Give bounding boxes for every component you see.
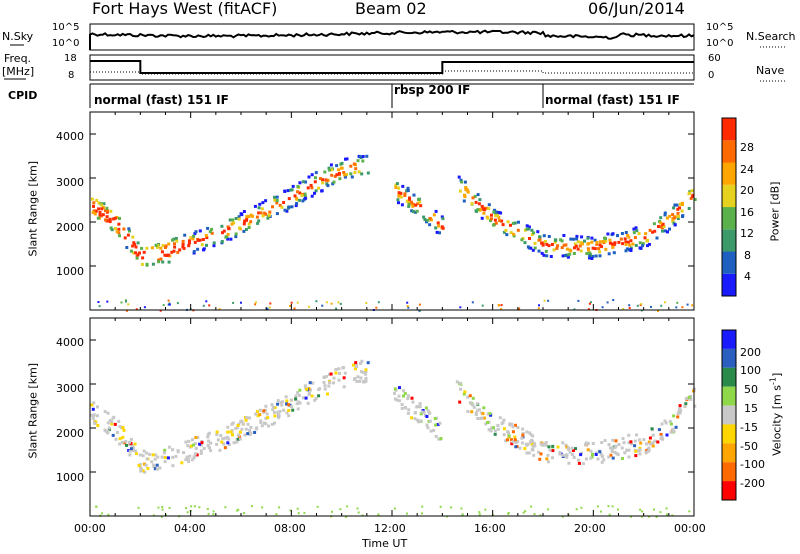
velocity-colorbar-segment-7 bbox=[722, 462, 736, 482]
station-title: Fort Hays West (fitACF) bbox=[92, 0, 278, 18]
velocity-cbar-tick-m50: -50 bbox=[740, 440, 758, 453]
freq-left-tick-top: 18 bbox=[64, 53, 77, 64]
power-colorbar-frame bbox=[721, 117, 737, 297]
noise-right-tick-bottom: 10^0 bbox=[706, 38, 734, 49]
cpid-mode-2: rbsp 200 IF bbox=[394, 83, 471, 97]
velocity-colorbar-segment-6 bbox=[722, 443, 736, 463]
velocity-cbar-tick-100: 100 bbox=[740, 364, 761, 377]
date-title: 06/Jun/2014 bbox=[588, 0, 685, 18]
power-colorbar-segment-2 bbox=[722, 229, 736, 252]
power-ytick-4000: 4000 bbox=[56, 130, 84, 143]
velocity-colorbar-segment-2 bbox=[722, 367, 736, 387]
velocity-colorbar-frame bbox=[721, 329, 737, 501]
velocity-colorbar-segment-4 bbox=[722, 405, 736, 425]
xtick-1600: 16:00 bbox=[474, 522, 506, 535]
power-panel-scatter bbox=[90, 154, 697, 312]
velocity-panel-bg bbox=[90, 318, 694, 516]
velocity-colorbar-segment-5 bbox=[722, 424, 736, 444]
power-colorbar-segment-4 bbox=[722, 184, 736, 208]
noise-right-tick-top: 10^5 bbox=[706, 22, 734, 33]
velocity-cbar-tick-m15: -15 bbox=[740, 421, 758, 434]
velocity-colorbar-segment-0 bbox=[722, 330, 736, 349]
power-colorbar-segment-0 bbox=[722, 273, 736, 297]
power-colorbar-segment-1 bbox=[722, 251, 736, 274]
power-cbar-tick-4: 4 bbox=[744, 270, 751, 283]
velocity-colorbar-segment-1 bbox=[722, 348, 736, 368]
power-ytick-2000: 2000 bbox=[56, 221, 84, 234]
velocity-ytick-4000: 4000 bbox=[56, 336, 84, 349]
freq-left-tick-bottom: 8 bbox=[68, 70, 75, 81]
xtick-0000: 00:00 bbox=[74, 522, 106, 535]
power-colorbar-segment-5 bbox=[722, 162, 736, 185]
velocity-cbar-tick-m100: -100 bbox=[740, 458, 765, 471]
freq-label: Freq. bbox=[4, 52, 32, 65]
cpid-mode-3: normal (fast) 151 IF bbox=[545, 93, 680, 107]
xtick-0400: 04:00 bbox=[174, 522, 206, 535]
cpid-label: CPID bbox=[8, 89, 38, 102]
xtick-1200: 12:00 bbox=[374, 522, 406, 535]
velocity-cbar-tick-15: 15 bbox=[744, 402, 758, 415]
power-colorbar-segment-6 bbox=[722, 140, 736, 163]
power-cbar-tick-16: 16 bbox=[740, 206, 754, 219]
velocity-panel-scatter bbox=[90, 359, 697, 518]
freq-trace bbox=[90, 60, 694, 74]
velocity-ytick-1000: 1000 bbox=[56, 471, 84, 484]
nave-label: Nave bbox=[756, 64, 785, 77]
velocity-cbar-tick-m200: -200 bbox=[740, 477, 765, 490]
xtick-2000: 20:00 bbox=[574, 522, 606, 535]
beam-title: Beam 02 bbox=[355, 0, 427, 18]
velocity-ytick-2000: 2000 bbox=[56, 427, 84, 440]
power-ytick-1000: 1000 bbox=[56, 265, 84, 278]
power-cbar-tick-28: 28 bbox=[740, 141, 754, 154]
cpid-mode-1: normal (fast) 151 IF bbox=[94, 93, 229, 107]
velocity-colorbar-segment-3 bbox=[722, 386, 736, 406]
freq-panel-frame bbox=[89, 54, 695, 81]
power-colorbar-segment-3 bbox=[722, 207, 736, 230]
freq-unit-label: [MHz] bbox=[2, 65, 35, 78]
nave-trace bbox=[90, 70, 694, 75]
xtick-0800: 08:00 bbox=[274, 522, 306, 535]
freq-right-tick-bottom: 0 bbox=[708, 70, 715, 81]
power-cbar-tick-20: 20 bbox=[740, 184, 754, 197]
power-colorbar-segment-7 bbox=[722, 118, 736, 141]
xtick-0000-end: 00:00 bbox=[674, 522, 706, 535]
power-cbar-tick-8: 8 bbox=[744, 249, 751, 262]
power-panel-bg bbox=[90, 112, 694, 310]
noise-search-label: N.Search bbox=[746, 30, 796, 43]
noise-sky-trace bbox=[89, 29, 695, 40]
power-ytick-3000: 3000 bbox=[56, 176, 84, 189]
velocity-cbar-tick-200: 200 bbox=[740, 346, 761, 359]
velocity-ytick-3000: 3000 bbox=[56, 382, 84, 395]
noise-left-tick-bottom: 10^0 bbox=[52, 38, 80, 49]
freq-right-tick-top: 60 bbox=[708, 53, 721, 64]
power-cbar-tick-24: 24 bbox=[740, 163, 754, 176]
power-cbar-tick-12: 12 bbox=[740, 227, 754, 240]
velocity-colorbar-segment-8 bbox=[722, 481, 736, 500]
xaxis-label: Time UT bbox=[362, 537, 408, 550]
noise-sky-label: N.Sky bbox=[2, 30, 34, 43]
noise-left-tick-top: 10^5 bbox=[52, 22, 80, 33]
velocity-cbar-tick-50: 50 bbox=[744, 383, 758, 396]
